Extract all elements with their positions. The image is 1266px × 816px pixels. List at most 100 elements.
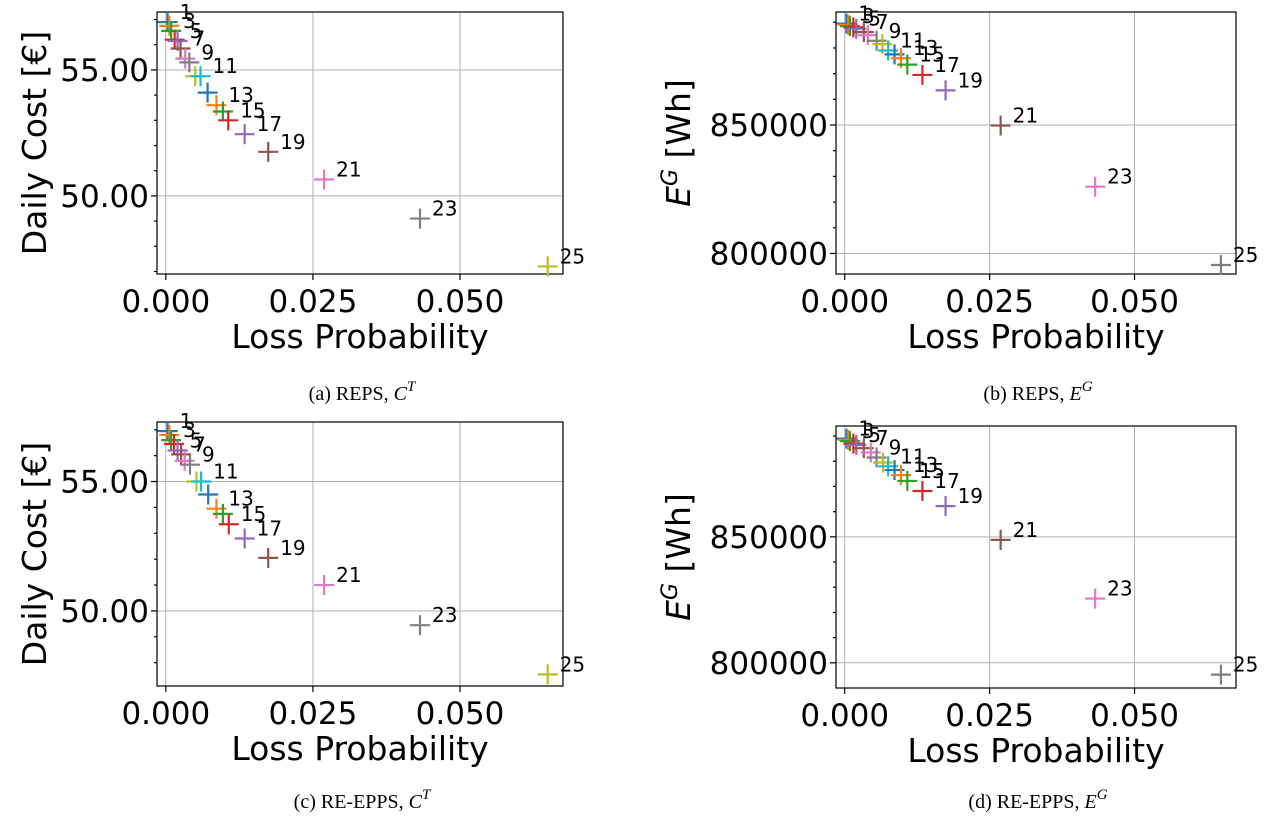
data-point: 25: [1210, 653, 1258, 685]
data-point-label: 7: [876, 10, 889, 34]
data-point: [212, 503, 233, 524]
data-point: [159, 15, 180, 36]
y-tick-label: 800000: [710, 236, 828, 272]
y-axis-label-text: Daily Cost [€]: [15, 442, 54, 667]
subfigure-caption: (c) RE-EPPS, CT: [294, 787, 432, 813]
data-point: 23: [410, 603, 457, 636]
y-axis-label-text: Daily Cost [€]: [15, 31, 54, 256]
y-tick-label: 55.00: [60, 53, 149, 89]
data-point-label: 23: [432, 197, 457, 221]
data-point: 7: [853, 10, 889, 43]
plot-frame: [156, 421, 564, 687]
data-point-label: 21: [336, 158, 361, 182]
data-point-label: 7: [876, 426, 889, 450]
data-point: 19: [935, 68, 983, 101]
data-point-label: 25: [1233, 243, 1258, 267]
data-point: [175, 48, 196, 69]
caption-text: (c) RE-EPPS,: [294, 791, 409, 813]
data-point: 11: [878, 444, 926, 477]
y-tick-label: 50.00: [60, 179, 149, 215]
data-point: 3: [161, 9, 196, 41]
data-point: [159, 424, 180, 445]
data-point: 21: [990, 518, 1038, 550]
data-point: 25: [537, 244, 585, 277]
data-point-label: 1: [858, 2, 871, 26]
plot-frame: [156, 11, 564, 275]
data-point: 17: [912, 53, 960, 85]
data-point: 9: [179, 40, 214, 73]
x-tick-label: 0.050: [416, 284, 505, 320]
x-tick-label: 0.000: [121, 696, 210, 732]
y-axis-label-superscript: G: [658, 169, 683, 186]
data-point: 15: [897, 459, 945, 491]
data-point: 19: [258, 536, 306, 568]
x-axis-label: Loss Probability: [907, 317, 1164, 356]
caption-text: (a) REPS,: [309, 383, 394, 405]
data-point-label: 7: [193, 432, 206, 456]
data-point-label: 11: [900, 29, 925, 53]
data-point: 25: [1210, 243, 1258, 276]
data-point: 17: [234, 516, 282, 549]
data-point-label: 23: [1107, 577, 1132, 601]
data-point-label: 25: [560, 244, 585, 268]
caption-symbol: C: [394, 383, 408, 405]
data-point-label: 23: [1107, 165, 1132, 189]
x-tick-label: 0.050: [416, 696, 505, 732]
data-point-label: 5: [868, 423, 881, 447]
data-point-label: 5: [190, 428, 203, 452]
caption-superscript: G: [1097, 787, 1108, 803]
data-point: 23: [1085, 165, 1133, 197]
data-point-label: 11: [213, 54, 238, 78]
data-point-label: 17: [257, 516, 282, 540]
data-point: [164, 29, 185, 50]
data-point-label: 15: [241, 502, 266, 526]
data-point: 23: [1085, 577, 1133, 609]
data-point-label: 1: [180, 0, 193, 24]
data-point: [843, 17, 864, 38]
data-point-label: 19: [958, 68, 983, 92]
x-tick-label: 0.050: [1090, 284, 1179, 320]
data-point-label: 19: [280, 130, 305, 154]
caption-superscript: T: [407, 379, 417, 395]
data-point-label: 23: [432, 603, 457, 627]
x-axis-label: Loss Probability: [231, 729, 488, 768]
data-point-label: 13: [228, 487, 253, 511]
data-point-label: 11: [213, 460, 238, 484]
x-tick-label: 0.050: [1090, 698, 1179, 734]
data-point-label: 13: [913, 453, 938, 477]
caption-superscript: T: [422, 787, 432, 803]
caption-symbol: E: [1084, 791, 1097, 813]
x-tick-label: 0.025: [269, 284, 358, 320]
data-point-label: 9: [889, 435, 902, 459]
data-point: 1: [157, 409, 193, 442]
data-point-label: 3: [862, 4, 875, 28]
data-point: 13: [206, 487, 254, 519]
data-point: 15: [218, 98, 266, 131]
y-axis-label: EG [Wh]: [658, 79, 698, 207]
data-point-label: 9: [889, 19, 902, 43]
data-point-label: 25: [560, 652, 585, 676]
data-point-label: 17: [257, 112, 282, 136]
data-point-label: 1: [180, 409, 193, 433]
chart-panel-2: 0.000 0.025 0.050 50.00 55.00 Loss Probabilit…: [15, 409, 585, 768]
y-tick-label: 850000: [710, 108, 828, 144]
data-point: 9: [179, 443, 215, 475]
x-tick-label: 0.025: [945, 284, 1034, 320]
data-point-label: 21: [1013, 518, 1038, 542]
data-point-label: 3: [862, 419, 875, 443]
data-point: 5: [167, 428, 203, 461]
x-axis-label: Loss Probability: [231, 317, 488, 356]
data-point-label: 9: [202, 443, 215, 467]
data-point: [174, 450, 195, 471]
data-point: 13: [206, 83, 254, 116]
data-point: 3: [161, 418, 196, 451]
x-axis-label: Loss Probability: [907, 731, 1164, 770]
data-point-label: 13: [228, 83, 253, 107]
x-tick-label: 0.000: [800, 284, 889, 320]
data-point: [872, 452, 893, 473]
data-point-label: 11: [900, 444, 925, 468]
x-tick-label: 0.025: [945, 698, 1034, 734]
data-point: [843, 433, 864, 454]
data-point: 7: [853, 426, 889, 459]
